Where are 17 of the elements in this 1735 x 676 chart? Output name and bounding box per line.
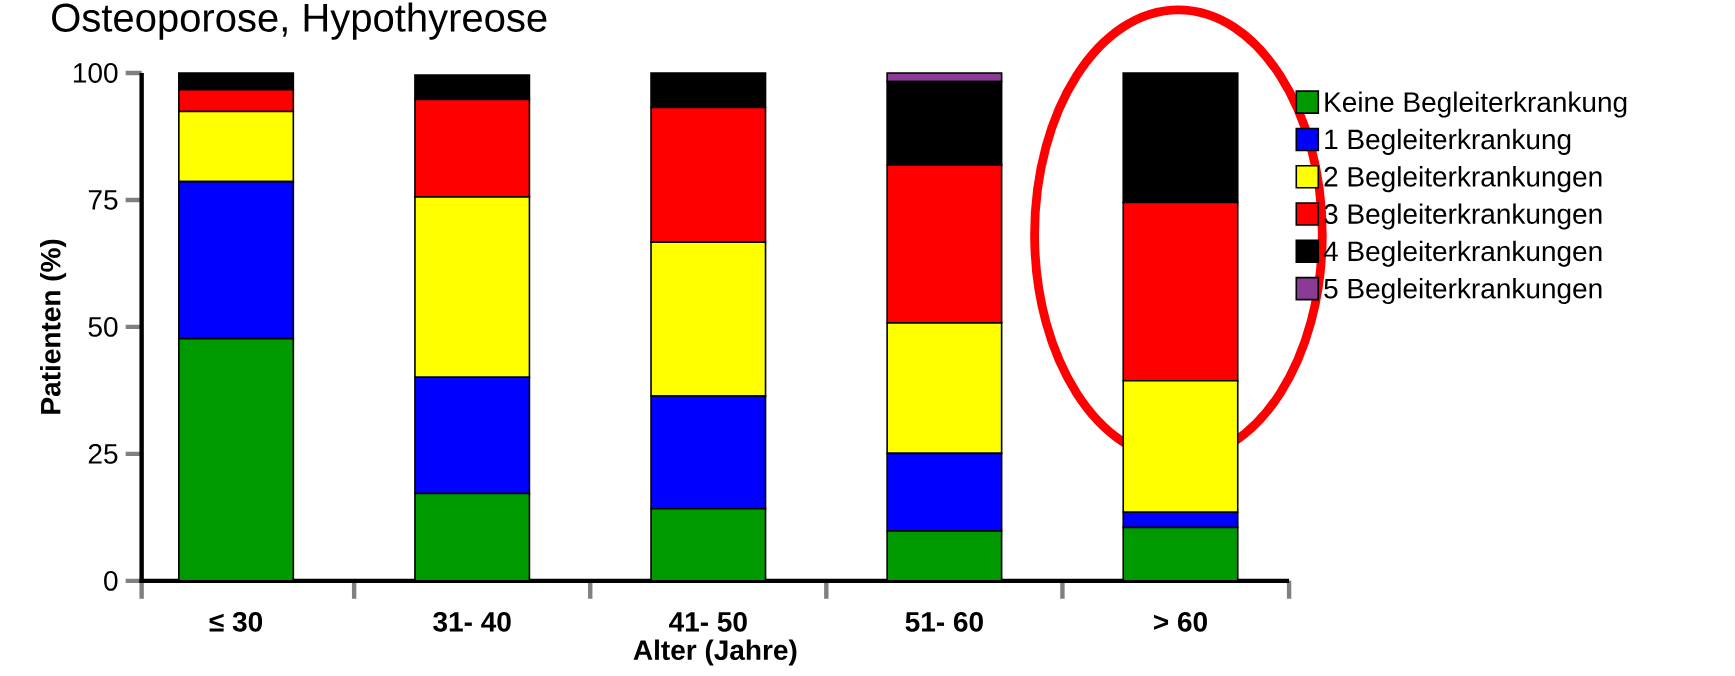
y-tick-label: 25 bbox=[88, 443, 118, 464]
chart-title: Osteoporose, Hypothyreose bbox=[52, 2, 547, 40]
y-tick-label: 100 bbox=[73, 63, 118, 83]
x-tick-label: > 60 bbox=[1154, 611, 1207, 632]
y-axis-title: Patienten (%) bbox=[40, 239, 67, 414]
x-axis-title: Alter (Jahre) bbox=[633, 639, 797, 666]
y-tick-label: 50 bbox=[88, 316, 118, 337]
x-tick-label: 51- 60 bbox=[905, 611, 983, 632]
legend-label: 1 Begleiterkrankung bbox=[1325, 128, 1571, 155]
legend-label: 2 Begleiterkrankungen bbox=[1324, 166, 1602, 193]
legend-label: 5 Begleiterkrankungen bbox=[1324, 277, 1602, 305]
legend-label: Keine Begleiterkrankung bbox=[1325, 91, 1627, 118]
y-tick-label: 0 bbox=[104, 570, 118, 591]
x-tick-label: ≤ 30 bbox=[209, 611, 263, 632]
x-tick-label: 41- 50 bbox=[669, 611, 747, 632]
y-tick-label: 75 bbox=[88, 190, 118, 210]
x-tick-label: 31- 40 bbox=[433, 611, 511, 632]
